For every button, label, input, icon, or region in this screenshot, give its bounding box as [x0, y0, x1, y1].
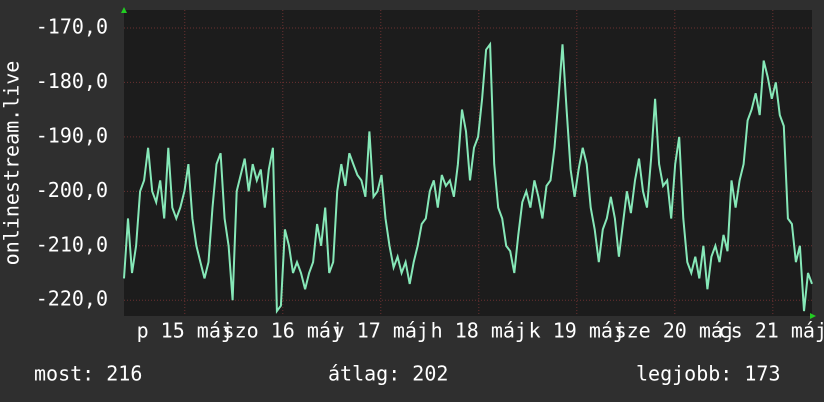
x-tick-label: h 18 máj [431, 319, 527, 343]
x-tick-label: p 15 máj [137, 319, 233, 343]
y-tick-label: -210,0 [36, 232, 108, 256]
y-tick-label: -200,0 [36, 178, 108, 202]
current-value: most: 216 [34, 362, 142, 386]
x-tick-label: k 19 máj [529, 319, 625, 343]
y-axis-title: onlinestream.live [0, 61, 24, 266]
x-tick-label: cs 21 máj [719, 319, 824, 343]
plot: -170,0 -180,0 -190,0 -200,0 -210,0 -220,0 p 15… [36, 10, 824, 343]
y-tick-label: -220,0 [36, 287, 108, 311]
average-value: átlag: 202 [328, 362, 448, 386]
y-tick-label: -170,0 [36, 14, 108, 38]
y-tick-label: -190,0 [36, 123, 108, 147]
y-axis-arrow [121, 7, 127, 13]
x-tick-label: sze 20 máj [615, 319, 735, 343]
x-tick-label: v 17 máj [333, 319, 429, 343]
x-tick-label: szo 16 máj [223, 319, 343, 343]
data-line [123, 41, 813, 315]
best-value: legjobb: 173 [636, 362, 781, 386]
x-axis-arrow [810, 313, 816, 319]
y-tick-label: -180,0 [36, 69, 108, 93]
